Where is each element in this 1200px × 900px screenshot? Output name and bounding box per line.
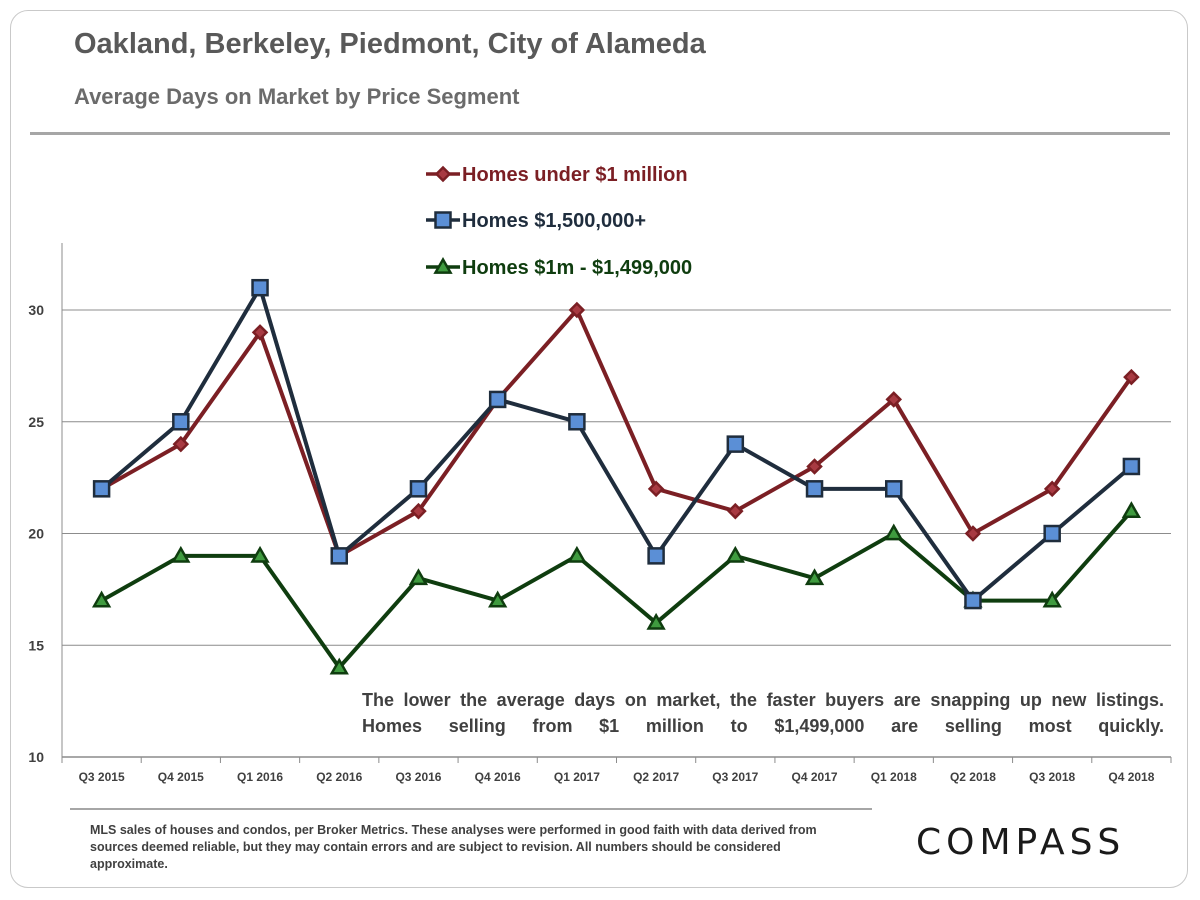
chart-annotation: The lower the average days on market, th… [362, 690, 1164, 736]
data-point [92, 480, 111, 498]
y-tick-label: 30 [28, 302, 44, 318]
data-point [1043, 480, 1061, 498]
chart-legend: Homes under $1 million Homes $1,500,000+ H… [426, 164, 692, 279]
legend-marker [434, 165, 452, 183]
legend-item: Homes $1m - $1,499,000 [426, 256, 692, 279]
x-tick-label: Q3 2016 [395, 770, 441, 784]
data-point [885, 480, 903, 498]
data-point [251, 324, 269, 341]
data-point [647, 480, 665, 498]
legend-marker [434, 211, 452, 229]
data-point [885, 391, 903, 408]
y-tick-label: 25 [28, 414, 44, 430]
x-tick-label: Q1 2017 [554, 770, 600, 784]
series-square [92, 278, 1141, 610]
footer-divider [70, 808, 872, 810]
data-point [408, 568, 429, 586]
data-point [805, 480, 824, 498]
data-point [1121, 501, 1142, 519]
x-tick-label: Q3 2017 [712, 770, 758, 784]
data-point [568, 413, 586, 431]
data-point [488, 390, 507, 409]
data-point [1122, 457, 1141, 476]
header-divider [30, 132, 1170, 135]
data-point [172, 413, 190, 431]
series-line [100, 285, 1133, 603]
data-point [568, 301, 586, 319]
series-diamond [93, 301, 1140, 565]
data-point [806, 458, 823, 475]
chart-axes: 10 15 20 25 30 Q3 2015 Q4 2015 Q1 2016 Q2 2016 Q3… [28, 243, 1172, 784]
legend-item: Homes under $1 million [426, 164, 688, 186]
y-tick-label: 10 [28, 749, 44, 765]
legend-item: Homes $1,500,000+ [426, 210, 646, 232]
compass-logo: COMPASS [916, 822, 1126, 863]
data-point [646, 612, 666, 630]
data-point [329, 657, 349, 675]
legend-label: Homes $1m - $1,499,000 [462, 257, 692, 279]
data-point [884, 523, 904, 541]
legend-label: Homes under $1 million [462, 164, 688, 186]
source-footnote: MLS sales of houses and condos, per Brok… [90, 823, 817, 871]
data-point [726, 435, 745, 453]
data-point [1123, 368, 1140, 386]
chart-series [91, 278, 1142, 675]
data-point [171, 545, 191, 563]
x-tick-label: Q4 2015 [158, 770, 204, 784]
data-point [725, 545, 745, 563]
data-point [647, 547, 665, 565]
legend-marker [433, 256, 453, 274]
x-tick-label: Q4 2018 [1108, 770, 1154, 784]
series-line [100, 308, 1134, 558]
y-tick-label: 20 [28, 526, 44, 542]
x-tick-label: Q2 2016 [316, 770, 362, 784]
data-point [409, 480, 428, 498]
slide-card [10, 10, 1188, 888]
data-point [1043, 524, 1061, 543]
data-point [250, 545, 270, 563]
data-point [1042, 590, 1062, 608]
x-tick-label: Q2 2017 [633, 770, 679, 784]
data-point [172, 435, 190, 453]
data-point [410, 502, 427, 520]
x-tick-label: Q3 2015 [79, 770, 125, 784]
x-tick-label: Q2 2018 [950, 770, 996, 784]
data-point [91, 590, 112, 608]
page-title: Oakland, Berkeley, Piedmont, City of Ala… [74, 28, 706, 60]
data-point [567, 545, 587, 563]
chart-subtitle: Average Days on Market by Price Segment [74, 84, 520, 109]
x-tick-label: Q3 2018 [1029, 770, 1075, 784]
x-tick-label: Q4 2017 [792, 770, 838, 784]
series-line [100, 509, 1133, 670]
x-tick-label: Q4 2016 [475, 770, 521, 784]
data-point [330, 547, 348, 565]
data-point [804, 568, 825, 586]
x-tick-label: Q1 2016 [237, 770, 283, 784]
data-point [488, 590, 508, 608]
data-point [727, 502, 744, 520]
data-point [964, 525, 982, 542]
x-tick-label: Q1 2018 [871, 770, 917, 784]
legend-label: Homes $1,500,000+ [462, 210, 646, 232]
chart-grid [62, 309, 1171, 646]
data-point [964, 591, 982, 610]
data-point [251, 278, 269, 297]
y-tick-label: 15 [28, 637, 44, 653]
